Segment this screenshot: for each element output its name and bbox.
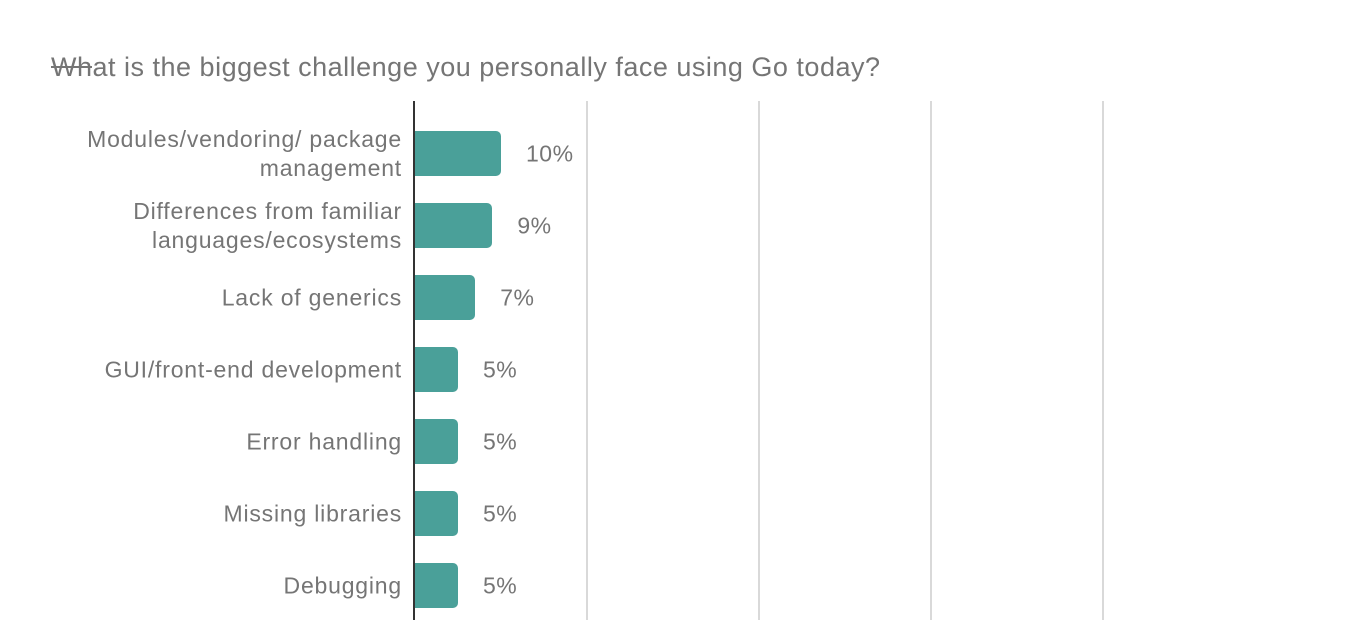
value-label: 7% [500, 284, 535, 310]
value-label: 5% [483, 572, 518, 598]
category-label: Error handling [246, 428, 402, 454]
bar [415, 203, 493, 248]
category-label: Missing libraries [223, 500, 402, 526]
chart-title: What is the biggest challenge you person… [51, 52, 881, 82]
title-strikethrough-artifact [51, 66, 92, 68]
category-label: GUI/front-end development [104, 356, 402, 382]
gridline [586, 101, 588, 620]
value-label: 5% [483, 428, 518, 454]
category-label: Modules/vendoring/ package management [87, 125, 402, 181]
bar [415, 131, 501, 176]
gridline [1102, 101, 1104, 620]
category-label: Lack of generics [221, 284, 402, 310]
value-label: 10% [526, 140, 574, 166]
bar [415, 347, 458, 392]
value-label: 5% [483, 500, 518, 526]
bar [415, 491, 458, 536]
bar [415, 419, 458, 464]
category-label: Differences from familiar languages/ecos… [133, 197, 402, 253]
value-label: 5% [483, 356, 518, 382]
gridline [758, 101, 760, 620]
value-label: 9% [517, 212, 552, 238]
bar [415, 275, 476, 320]
y-axis-line [413, 101, 415, 620]
gridline [930, 101, 932, 620]
bar [415, 563, 458, 608]
category-label: Debugging [283, 572, 402, 598]
